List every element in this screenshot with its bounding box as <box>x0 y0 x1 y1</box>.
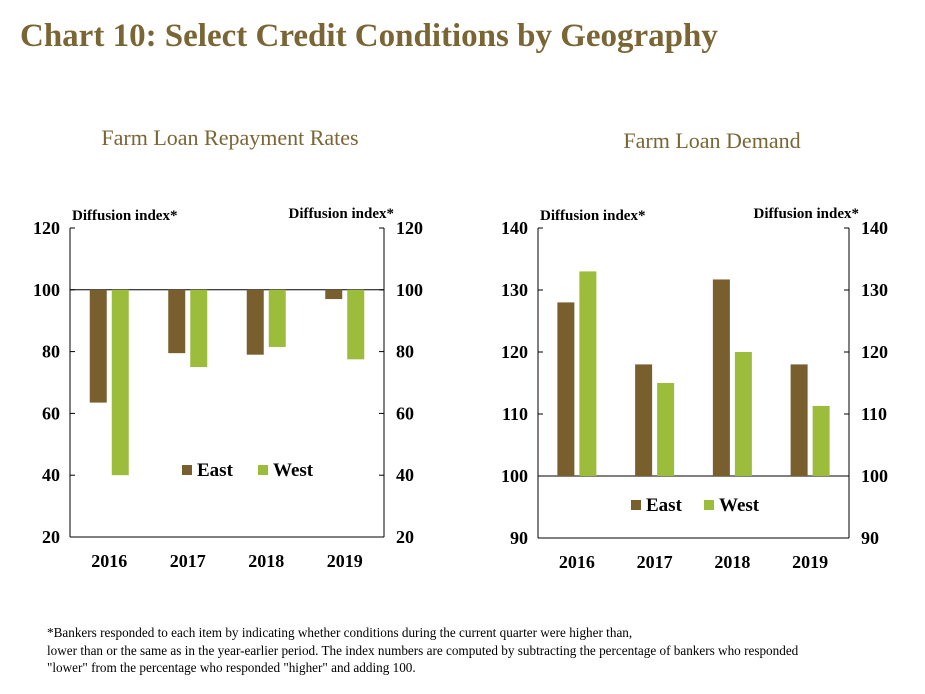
demand-y-axis-title-left: Diffusion index* <box>540 208 645 224</box>
demand-legend-label-west: West <box>719 495 760 516</box>
chart-title-loan-demand: Farm Loan Demand <box>623 128 801 153</box>
demand-category-label-2019: 2019 <box>792 552 828 572</box>
demand-legend-label-east: East <box>646 495 683 516</box>
demand-category-label-2018: 2018 <box>714 552 750 572</box>
demand-bar-west-2018 <box>734 352 752 476</box>
demand-legend-swatch-west <box>704 500 714 510</box>
repayment-bar-west-2018 <box>268 289 286 347</box>
repayment-tick-label-right: 60 <box>396 403 414 423</box>
demand-tick-label-right: 100 <box>861 466 888 486</box>
demand-tick-label-left: 130 <box>501 280 528 300</box>
repayment-legend-label-west: West <box>273 460 314 481</box>
demand-bar-west-2017 <box>657 383 675 476</box>
repayment-category-label-2016: 2016 <box>91 551 127 571</box>
footnote-line-2: lower than or the same as in the year-ea… <box>47 642 799 658</box>
footnote-line-3: "lower" from the percentage who responde… <box>47 660 416 675</box>
demand-tick-label-left: 90 <box>510 528 528 548</box>
repayment-legend-label-east: East <box>197 460 234 481</box>
demand-bar-east-2019 <box>790 364 808 476</box>
repayment-bar-west-2019 <box>347 289 365 360</box>
page-title: Chart 10: Select Credit Conditions by Ge… <box>20 18 718 54</box>
repayment-tick-label-left: 120 <box>33 218 60 238</box>
demand-tick-label-left: 140 <box>501 218 528 238</box>
demand-tick-label-left: 100 <box>501 466 528 486</box>
repayment-bar-east-2018 <box>246 289 264 355</box>
repayment-y-axis-title-right: Diffusion index* <box>289 206 394 222</box>
repayment-y-axis-title-left: Diffusion index* <box>72 208 177 224</box>
demand-bar-east-2018 <box>712 279 730 476</box>
demand-tick-label-right: 110 <box>861 404 887 424</box>
demand-bar-west-2019 <box>812 405 830 476</box>
repayment-tick-label-right: 100 <box>396 280 423 300</box>
repayment-category-label-2017: 2017 <box>170 551 206 571</box>
demand-category-label-2017: 2017 <box>637 552 673 572</box>
repayment-category-label-2018: 2018 <box>248 551 284 571</box>
demand-bar-west-2016 <box>579 271 597 476</box>
repayment-tick-label-right: 80 <box>396 342 414 362</box>
demand-bar-east-2016 <box>557 302 575 476</box>
repayment-tick-label-left: 60 <box>42 403 60 423</box>
footnote-line-1: *Bankers responded to each item by indic… <box>47 625 633 640</box>
repayment-category-label-2019: 2019 <box>327 551 363 571</box>
repayment-tick-label-left: 100 <box>33 280 60 300</box>
repayment-tick-label-left: 80 <box>42 342 60 362</box>
demand-tick-label-right: 90 <box>861 528 879 548</box>
demand-bar-east-2017 <box>635 364 653 476</box>
repayment-bar-west-2017 <box>190 289 208 368</box>
repayment-tick-label-left: 20 <box>42 527 60 547</box>
repayment-tick-label-right: 120 <box>396 218 423 238</box>
demand-tick-label-right: 130 <box>861 280 888 300</box>
chart-title-repayment-rates: Farm Loan Repayment Rates <box>101 125 359 150</box>
demand-tick-label-right: 140 <box>861 218 888 238</box>
repayment-legend-swatch-east <box>182 465 192 475</box>
repayment-bar-east-2016 <box>89 289 107 403</box>
repayment-tick-label-right: 20 <box>396 527 414 547</box>
repayment-bar-east-2017 <box>168 289 186 354</box>
repayment-tick-label-right: 40 <box>396 465 414 485</box>
demand-category-label-2016: 2016 <box>559 552 595 572</box>
repayment-legend-swatch-west <box>258 465 268 475</box>
repayment-tick-label-left: 40 <box>42 465 60 485</box>
repayment-bar-east-2019 <box>325 289 343 300</box>
demand-tick-label-left: 110 <box>502 404 528 424</box>
demand-tick-label-left: 120 <box>501 342 528 362</box>
repayment-bar-west-2016 <box>111 289 129 476</box>
demand-tick-label-right: 120 <box>861 342 888 362</box>
demand-legend-swatch-east <box>631 500 641 510</box>
demand-y-axis-title-right: Diffusion index* <box>754 206 859 222</box>
footnote: *Bankers responded to each item by indic… <box>47 624 887 677</box>
